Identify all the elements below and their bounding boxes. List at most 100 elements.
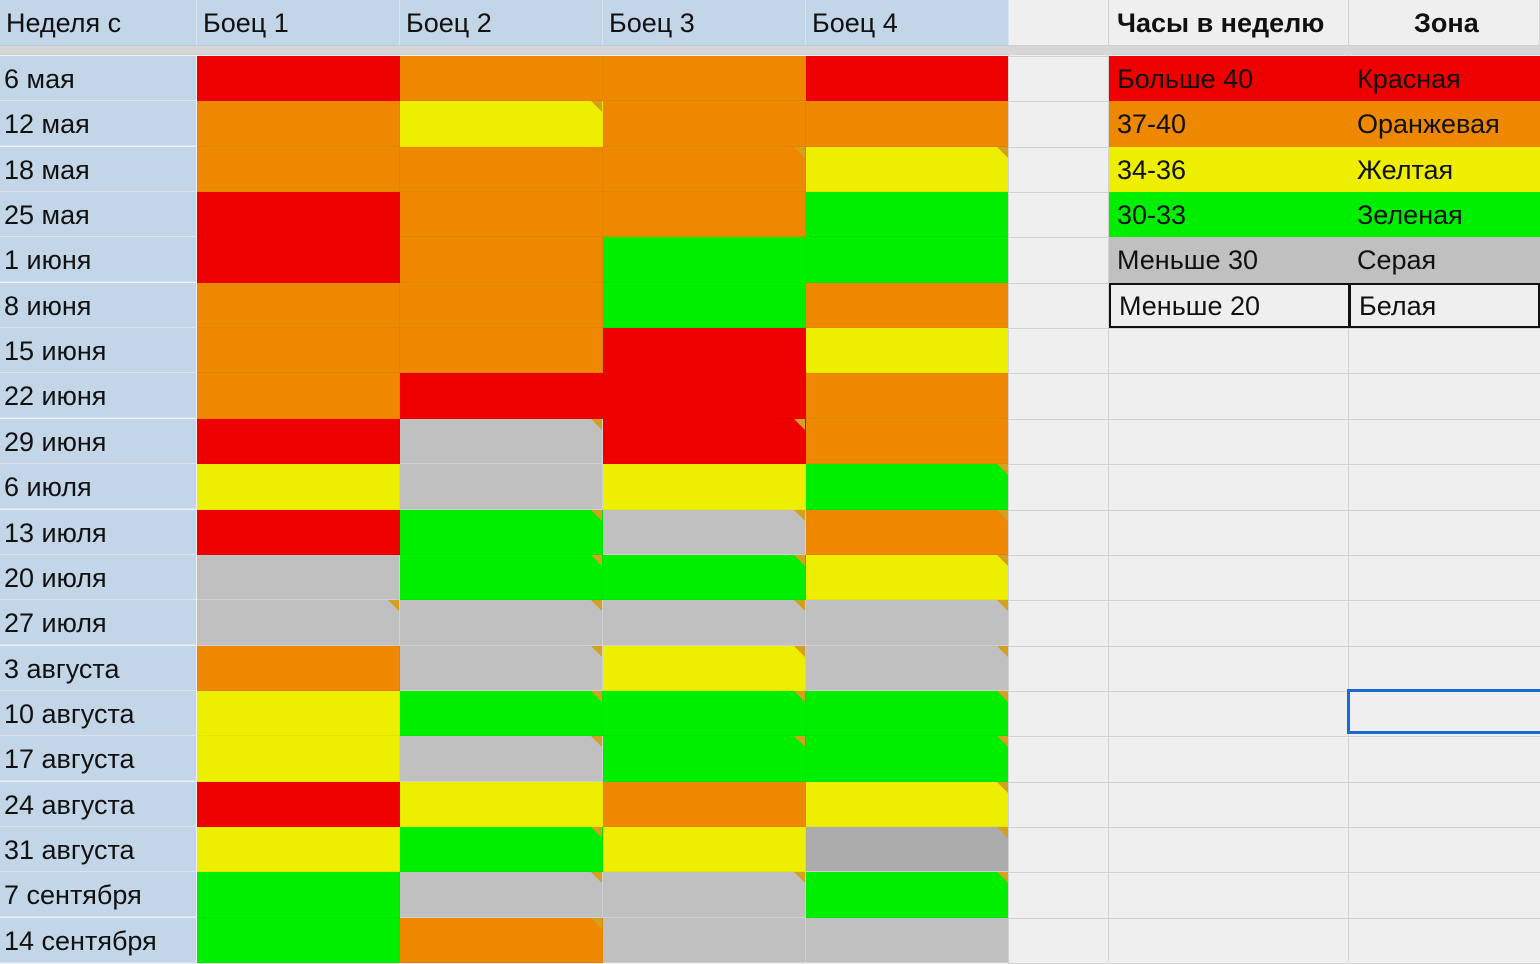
zone-cell[interactable] xyxy=(603,328,806,373)
zone-cell[interactable] xyxy=(806,555,1009,600)
week-label[interactable]: 27 июля xyxy=(0,600,196,645)
legend-hours[interactable]: 30-33 xyxy=(1109,192,1349,237)
zone-cell[interactable] xyxy=(197,736,400,782)
zone-cell[interactable] xyxy=(806,237,1009,283)
legend-zone[interactable]: Красная xyxy=(1349,56,1540,101)
week-label[interactable]: 29 июня xyxy=(0,419,196,464)
week-label[interactable]: 22 июня xyxy=(0,373,196,418)
zone-cell[interactable] xyxy=(197,419,400,464)
zone-cell[interactable] xyxy=(197,918,400,963)
week-label[interactable]: 18 мая xyxy=(0,147,196,192)
legend-hours[interactable]: Больше 40 xyxy=(1109,56,1349,101)
zone-cell[interactable] xyxy=(400,56,603,101)
zone-cell[interactable] xyxy=(806,782,1009,827)
zone-cell[interactable] xyxy=(806,283,1009,328)
legend-zone[interactable]: Белая xyxy=(1349,283,1540,328)
week-label[interactable]: 15 июня xyxy=(0,328,196,373)
zone-cell[interactable] xyxy=(806,419,1009,464)
zone-cell[interactable] xyxy=(400,283,603,328)
zone-cell[interactable] xyxy=(603,510,806,555)
zone-cell[interactable] xyxy=(806,147,1009,192)
week-label[interactable]: 20 июля xyxy=(0,555,196,600)
zone-cell[interactable] xyxy=(603,827,806,872)
zone-cell[interactable] xyxy=(197,101,400,147)
legend-zone[interactable]: Зеленая xyxy=(1349,192,1540,237)
zone-cell[interactable] xyxy=(806,101,1009,147)
zone-cell[interactable] xyxy=(400,101,603,147)
legend-hours[interactable]: 34-36 xyxy=(1109,147,1349,192)
zone-cell[interactable] xyxy=(806,328,1009,373)
zone-cell[interactable] xyxy=(197,510,400,555)
zone-cell[interactable] xyxy=(603,464,806,510)
zone-cell[interactable] xyxy=(400,691,603,736)
zone-cell[interactable] xyxy=(603,646,806,691)
zone-cell[interactable] xyxy=(806,600,1009,646)
week-label[interactable]: 8 июня xyxy=(0,283,196,328)
zone-cell[interactable] xyxy=(197,646,400,691)
zone-cell[interactable] xyxy=(603,101,806,147)
zone-cell[interactable] xyxy=(603,600,806,646)
zone-cell[interactable] xyxy=(603,918,806,963)
zone-cell[interactable] xyxy=(400,237,603,283)
zone-cell[interactable] xyxy=(603,147,806,192)
zone-cell[interactable] xyxy=(197,827,400,872)
zone-cell[interactable] xyxy=(197,237,400,283)
zone-cell[interactable] xyxy=(806,56,1009,101)
zone-cell[interactable] xyxy=(603,192,806,237)
zone-cell[interactable] xyxy=(806,918,1009,963)
week-label[interactable]: 25 мая xyxy=(0,192,196,237)
week-label[interactable]: 3 августа xyxy=(0,646,196,691)
zone-cell[interactable] xyxy=(197,555,400,600)
zone-cell[interactable] xyxy=(400,510,603,555)
week-label[interactable]: 10 августа xyxy=(0,691,196,736)
zone-cell[interactable] xyxy=(400,827,603,872)
zone-cell[interactable] xyxy=(603,419,806,464)
week-label[interactable]: 13 июля xyxy=(0,510,196,555)
zone-cell[interactable] xyxy=(197,147,400,192)
zone-cell[interactable] xyxy=(197,872,400,918)
header-fighter-4[interactable]: Боец 4 xyxy=(806,0,1009,46)
zone-cell[interactable] xyxy=(806,872,1009,918)
week-label[interactable]: 7 сентября xyxy=(0,872,196,917)
legend-zone[interactable]: Серая xyxy=(1349,237,1540,283)
zone-cell[interactable] xyxy=(603,736,806,782)
week-label[interactable]: 24 августа xyxy=(0,782,196,827)
zone-cell[interactable] xyxy=(400,646,603,691)
header-empty[interactable] xyxy=(1009,0,1109,46)
week-label[interactable]: 31 августа xyxy=(0,827,196,872)
header-hours[interactable]: Часы в неделю xyxy=(1109,0,1349,46)
zone-cell[interactable] xyxy=(806,510,1009,555)
zone-cell[interactable] xyxy=(806,736,1009,782)
legend-zone[interactable]: Желтая xyxy=(1349,147,1540,192)
legend-zone[interactable]: Оранжевая xyxy=(1349,101,1540,147)
zone-cell[interactable] xyxy=(400,147,603,192)
zone-cell[interactable] xyxy=(806,464,1009,510)
zone-cell[interactable] xyxy=(197,782,400,827)
zone-cell[interactable] xyxy=(400,736,603,782)
zone-cell[interactable] xyxy=(400,328,603,373)
zone-cell[interactable] xyxy=(400,464,603,510)
zone-cell[interactable] xyxy=(806,827,1009,872)
zone-cell[interactable] xyxy=(400,419,603,464)
zone-cell[interactable] xyxy=(197,464,400,510)
zone-cell[interactable] xyxy=(197,56,400,101)
zone-cell[interactable] xyxy=(400,872,603,918)
zone-cell[interactable] xyxy=(400,373,603,419)
week-label[interactable]: 6 июля xyxy=(0,464,196,509)
zone-cell[interactable] xyxy=(400,782,603,827)
header-fighter-2[interactable]: Боец 2 xyxy=(400,0,603,46)
week-label[interactable]: 6 мая xyxy=(0,56,196,101)
legend-hours[interactable]: Меньше 30 xyxy=(1109,237,1349,283)
week-label[interactable]: 14 сентября xyxy=(0,918,196,963)
zone-cell[interactable] xyxy=(806,192,1009,237)
zone-cell[interactable] xyxy=(603,237,806,283)
header-week[interactable]: Неделя с xyxy=(0,0,197,46)
zone-cell[interactable] xyxy=(603,373,806,419)
zone-cell[interactable] xyxy=(400,555,603,600)
header-fighter-1[interactable]: Боец 1 xyxy=(197,0,400,46)
zone-cell[interactable] xyxy=(197,691,400,736)
week-label[interactable]: 1 июня xyxy=(0,237,196,282)
zone-cell[interactable] xyxy=(197,373,400,419)
week-label[interactable]: 17 августа xyxy=(0,736,196,781)
header-zone[interactable]: Зона xyxy=(1349,0,1540,46)
